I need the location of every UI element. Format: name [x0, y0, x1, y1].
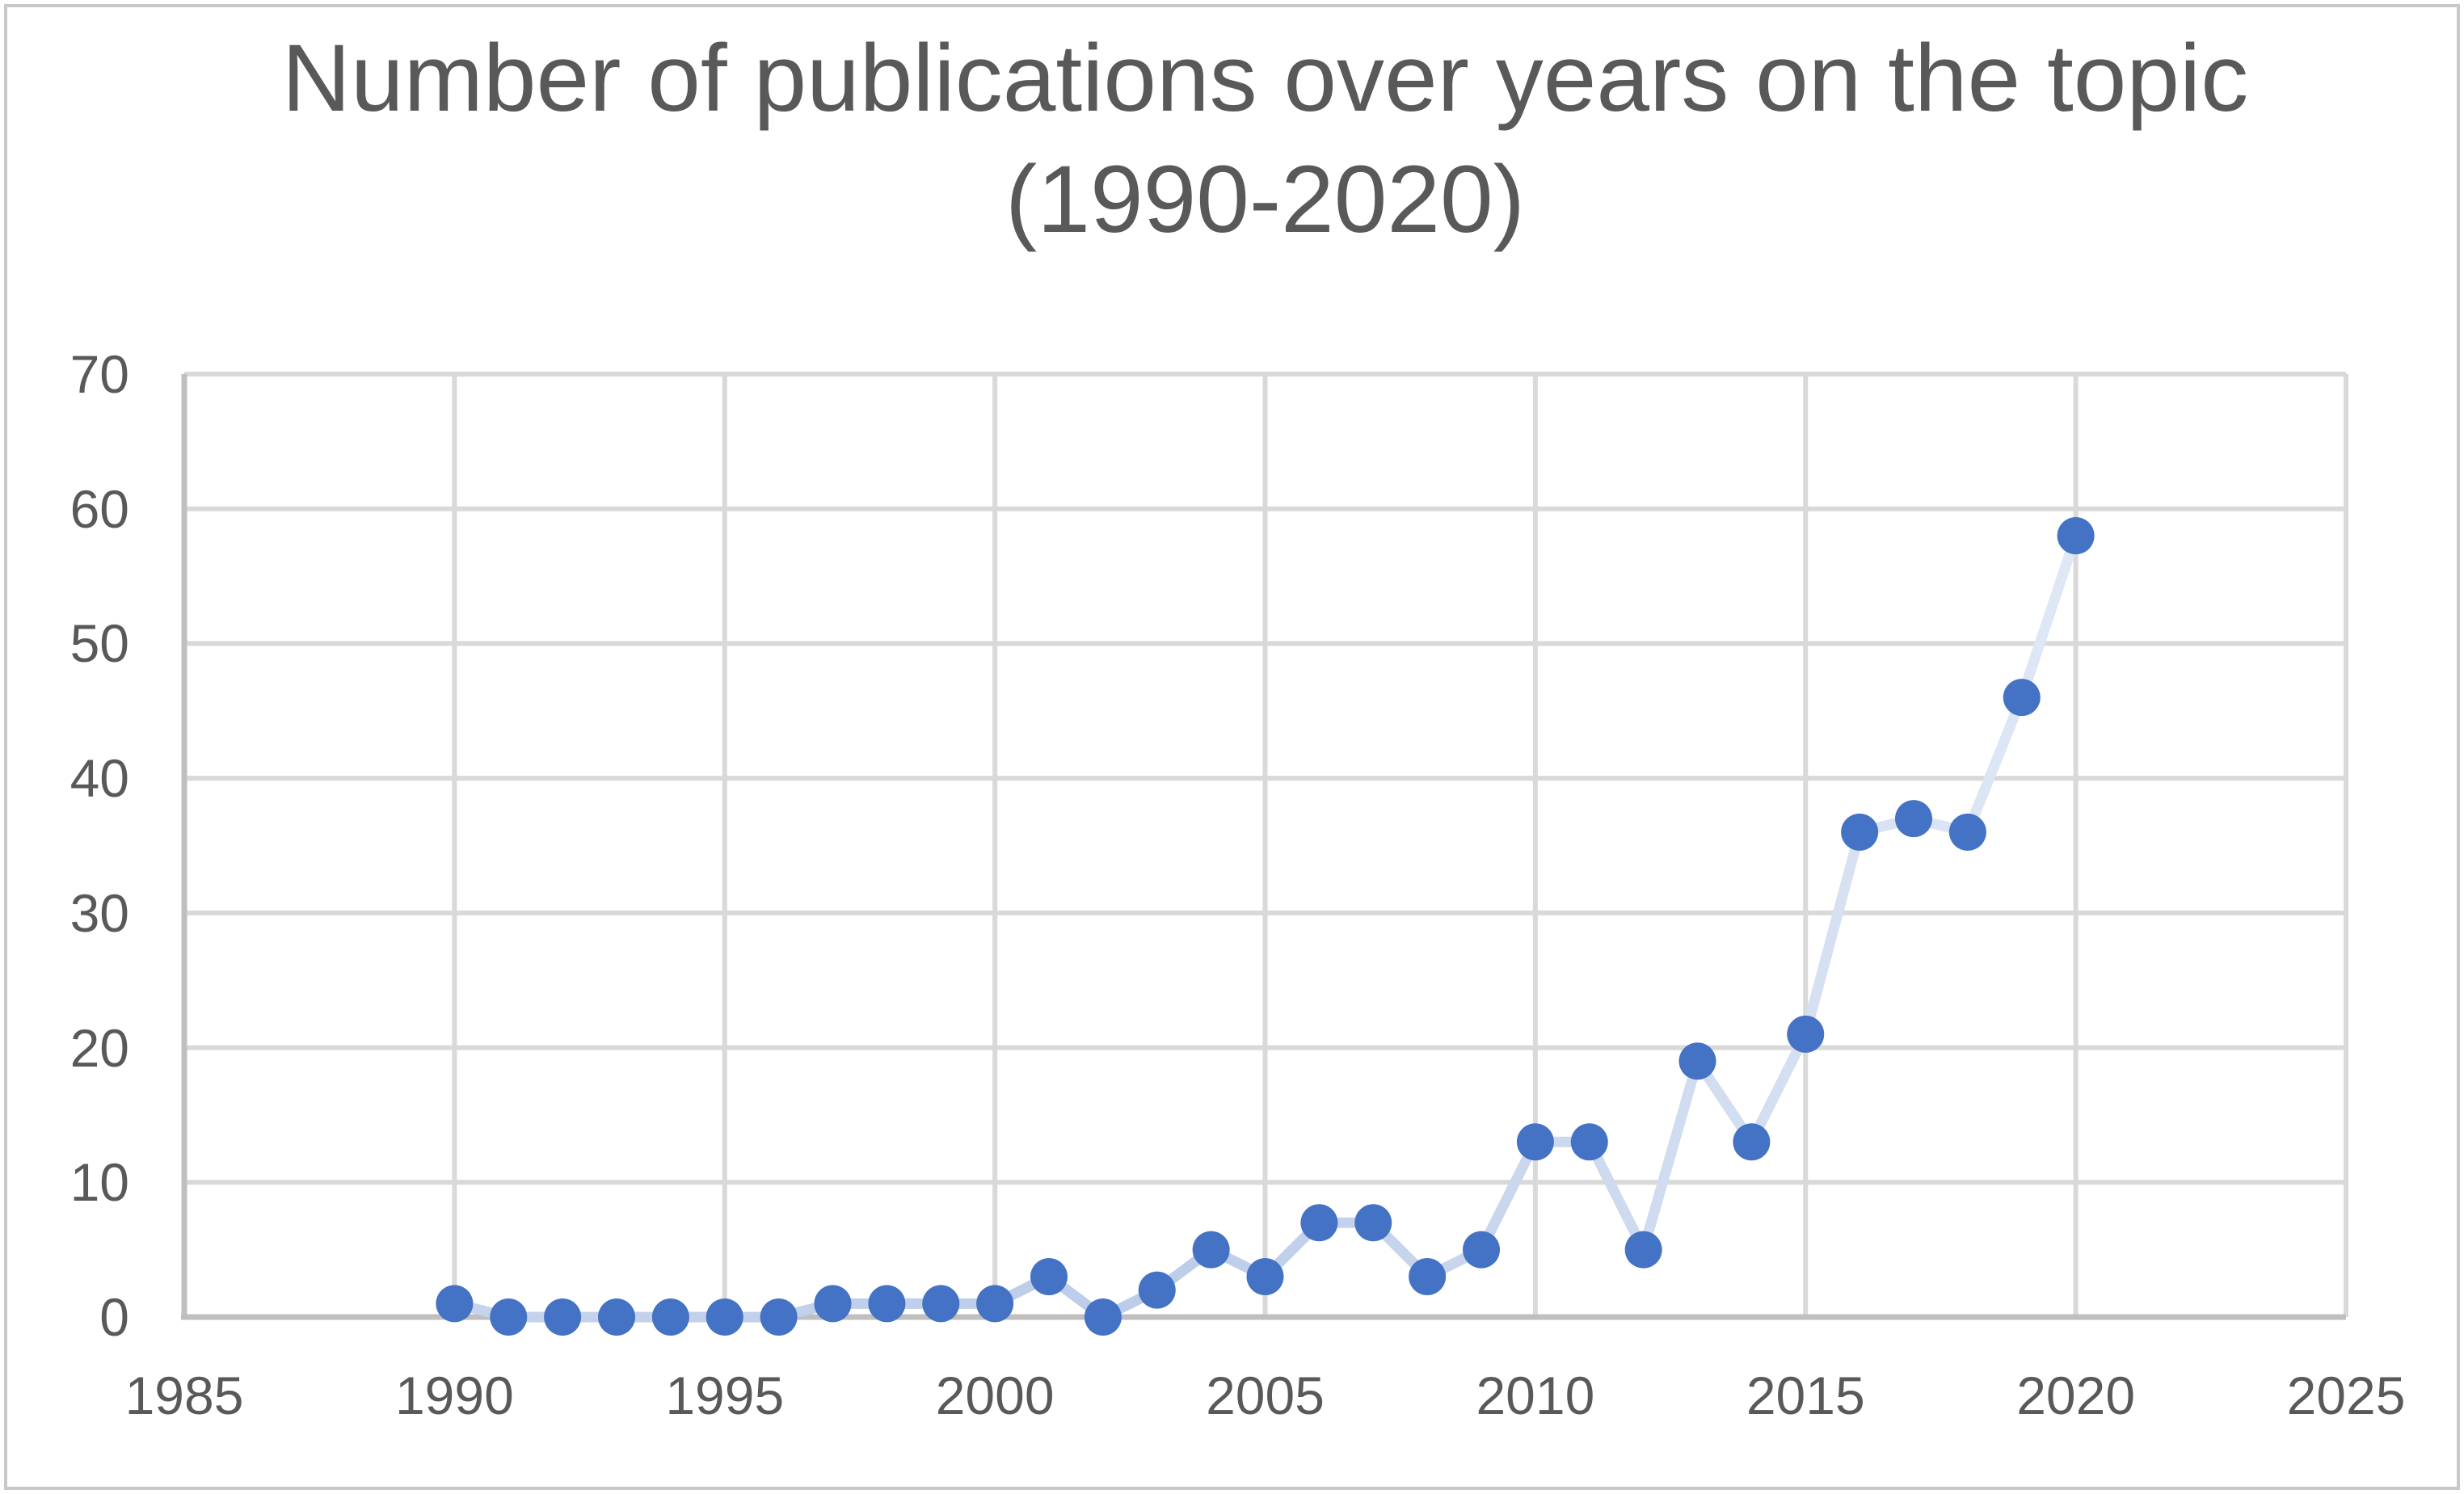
- data-point: [868, 1285, 906, 1323]
- x-tick-label: 1985: [124, 1366, 244, 1425]
- data-point: [1516, 1123, 1554, 1161]
- x-tick-label: 2005: [1206, 1366, 1325, 1425]
- x-tick-label: 2020: [2016, 1366, 2136, 1425]
- data-point: [1570, 1123, 1608, 1161]
- x-tick-label: 2000: [935, 1366, 1055, 1425]
- y-tick-label: 40: [69, 748, 129, 809]
- data-point: [976, 1285, 1014, 1323]
- data-point: [1246, 1257, 1284, 1295]
- data-point: [760, 1298, 798, 1336]
- data-point: [1084, 1298, 1122, 1336]
- x-tick-label: 2025: [2286, 1366, 2406, 1425]
- chart-title-line2: (1990-2020): [1005, 146, 1525, 253]
- data-point: [1463, 1231, 1500, 1269]
- data-point: [544, 1298, 582, 1336]
- y-tick-label: 10: [69, 1152, 129, 1213]
- data-point: [1787, 1015, 1825, 1053]
- data-point: [598, 1298, 635, 1336]
- y-tick-label: 0: [99, 1287, 129, 1347]
- data-point: [1895, 800, 1932, 838]
- x-tick-label: 2015: [1746, 1366, 1865, 1425]
- y-tick-label: 50: [69, 613, 129, 674]
- data-point: [1409, 1257, 1447, 1295]
- series-markers: [436, 517, 2095, 1336]
- data-point: [1733, 1123, 1771, 1161]
- data-point: [922, 1285, 960, 1323]
- data-point: [436, 1285, 474, 1323]
- y-tick-label: 30: [69, 882, 129, 943]
- data-point: [2003, 679, 2041, 717]
- data-point: [706, 1298, 743, 1336]
- data-point: [1354, 1204, 1392, 1242]
- data-point: [1841, 813, 1879, 851]
- chart-title: Number of publications over years on the…: [184, 18, 2346, 260]
- chart-title-line1: Number of publications over years on the…: [281, 25, 2249, 132]
- data-point: [1624, 1231, 1662, 1269]
- data-point: [1192, 1231, 1230, 1269]
- y-tick-label: 60: [69, 478, 129, 539]
- y-tick-label: 70: [69, 344, 129, 404]
- data-point: [2057, 517, 2095, 555]
- data-point: [814, 1285, 852, 1323]
- y-tick-label: 20: [69, 1017, 129, 1078]
- x-tick-label: 1995: [665, 1366, 785, 1425]
- data-point: [490, 1298, 528, 1336]
- data-point: [651, 1298, 689, 1336]
- data-point: [1948, 813, 1986, 851]
- gridlines: [184, 372, 2348, 1317]
- data-point: [1300, 1204, 1338, 1242]
- data-point: [1678, 1042, 1716, 1080]
- data-point: [1138, 1271, 1176, 1309]
- x-tick-label: 1990: [394, 1366, 514, 1425]
- x-tick-label: 2010: [1476, 1366, 1595, 1425]
- data-point: [1030, 1257, 1068, 1295]
